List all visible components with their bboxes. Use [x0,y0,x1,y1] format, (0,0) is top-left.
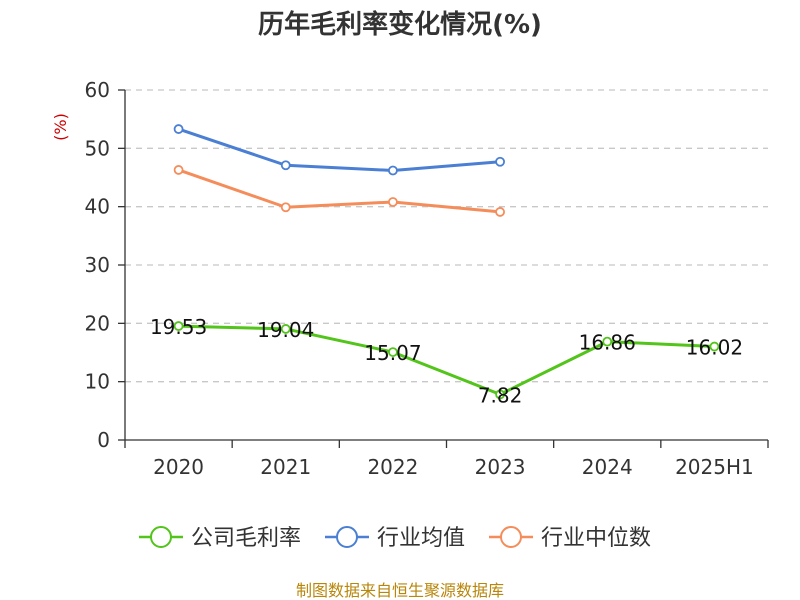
legend: 公司毛利率 行业均值 行业中位数 [139,526,651,551]
y-tick-label: 50 [85,136,110,160]
series-line [178,324,715,396]
y-tick-label: 0 [97,428,110,452]
data-point [602,336,613,347]
series-line [178,127,501,172]
data-point [173,124,184,134]
data-point [280,324,291,334]
data-point [709,341,720,352]
x-tick-label: 2020 [153,455,204,479]
chart-title: 历年毛利率变化情况(%) [258,9,542,40]
data-point [388,347,398,357]
legend-marker [500,526,522,548]
data-point [495,156,505,167]
data-label: 16.86 [579,331,636,355]
y-tick-label: 20 [85,311,110,335]
x-tick-label: 2025H1 [675,455,754,479]
legend-marker [150,526,172,548]
y-tick-label: 30 [85,253,110,277]
data-point [495,207,505,217]
grid [125,89,768,383]
data-label: 19.04 [257,318,314,342]
y-tick-label: 60 [85,78,110,102]
data-label: 15.07 [364,341,421,365]
series [173,124,720,400]
data-point [173,165,184,175]
legend-label: 行业中位数 [541,526,651,551]
x-tick-label: 2024 [582,455,633,479]
series-line [178,168,501,214]
x-tick-label: 2021 [260,455,311,479]
y-tick-label: 10 [85,370,110,394]
axes: 0 10 20 30 40 50 60 2020 2021 2022 2023 2024 2025H1 [85,78,769,479]
data-label: 16.02 [686,336,743,360]
y-axis-label: (%) [51,113,70,141]
data-label: 7.82 [478,383,523,407]
data-point [495,389,505,400]
data-label: 19.53 [150,315,207,339]
data-point [388,165,398,176]
y-tick-label: 40 [85,195,110,219]
legend-marker [336,526,358,548]
x-tick-label: 2022 [367,455,418,479]
source-note: 制图数据来自恒生聚源数据库 [296,581,504,600]
data-point [280,160,291,171]
data-labels: 19.53 19.04 15.07 7.82 16.86 16.02 [150,315,743,407]
data-point [280,202,291,213]
x-tick-label: 2023 [475,455,526,479]
data-point [388,197,398,207]
legend-label: 公司毛利率 [191,526,301,551]
data-point [173,321,184,331]
legend-label: 行业均值 [377,526,465,551]
